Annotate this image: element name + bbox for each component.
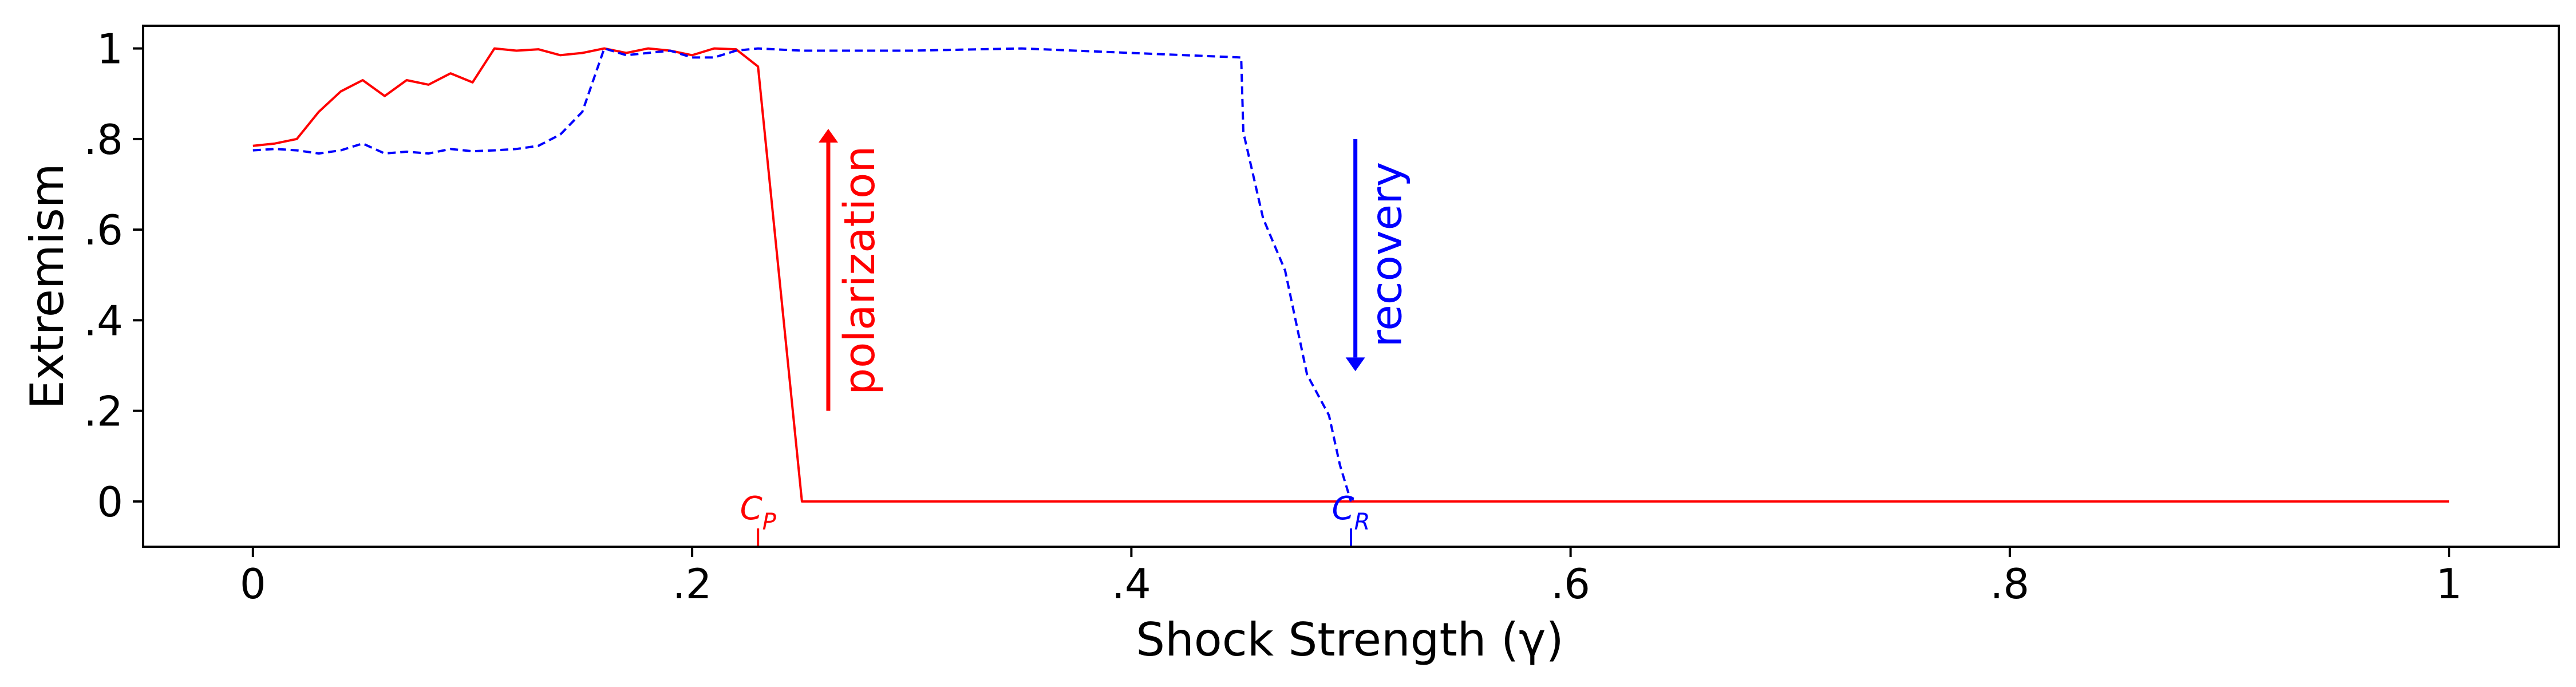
x-tick-label: 0 [240, 560, 266, 608]
cp-marker-subscript: P [762, 509, 777, 535]
y-tick-label: 1 [97, 25, 123, 73]
cr-marker-subscript: R [1354, 509, 1370, 535]
x-tick-label: .2 [673, 560, 712, 608]
x-axis: 0 .2 .4 .6 .8 1 [240, 547, 2462, 608]
x-tick-label: .4 [1112, 560, 1151, 608]
x-tick-label: .8 [1990, 560, 2030, 608]
series-line-2 [252, 47, 1352, 502]
y-tick-label: .2 [84, 388, 123, 436]
series-line-1 [252, 47, 2449, 503]
plot-frame [142, 25, 2560, 548]
cp-marker-label: CP [740, 490, 777, 535]
y-tick-label: .4 [84, 297, 123, 345]
x-tick-label: 1 [2436, 560, 2462, 608]
y-tick-label: .6 [84, 206, 123, 254]
y-tick-label: .8 [84, 116, 123, 164]
polarization-label: polarization [835, 146, 884, 395]
x-tick-label: .6 [1551, 560, 1590, 608]
cr-marker-label: CR [1332, 490, 1370, 535]
y-axis: 0 .2 .4 .6 .8 1 [84, 25, 143, 526]
cp-marker-letter: C [740, 490, 762, 527]
cr-marker-letter: C [1332, 490, 1354, 527]
y-tick-label: 0 [97, 478, 123, 526]
polarization-arrow-head [818, 129, 838, 143]
recovery-label: recovery [1362, 162, 1412, 348]
recovery-arrow-head [1345, 357, 1365, 372]
y-axis-label: Extremism [21, 163, 74, 409]
x-axis-label: Shock Strength (γ) [1136, 613, 1563, 666]
